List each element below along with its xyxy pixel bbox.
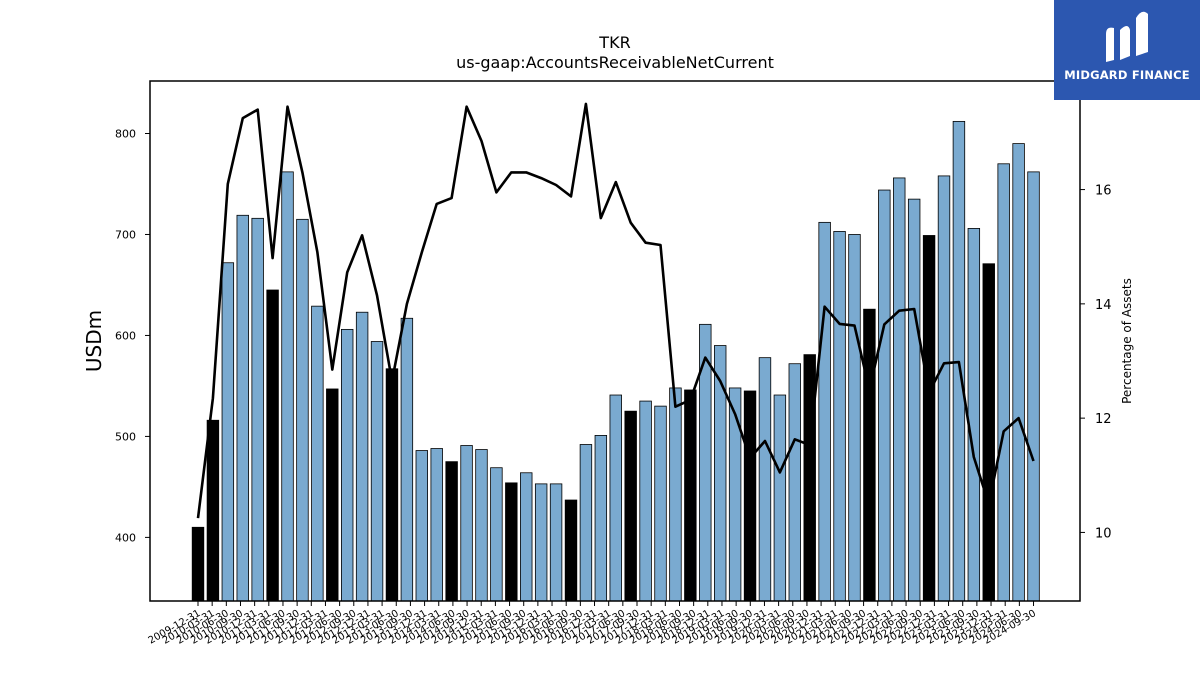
bar-2013-03-31 <box>385 368 399 602</box>
bar-2010-03-31 <box>206 419 220 602</box>
chart-subtitle: us-gaap:AccountsReceivableNetCurrent <box>456 53 774 72</box>
chart-title-block: TKR us-gaap:AccountsReceivableNetCurrent <box>150 33 1080 73</box>
right-axis: 10 12 14 16 <box>1080 184 1112 541</box>
bar-2023-06-30 <box>997 163 1010 602</box>
bar-2019-09-30 <box>773 394 787 602</box>
y2-tick-label: 14 <box>1095 298 1112 313</box>
bar-2018-03-31 <box>684 389 697 602</box>
bar-2021-12-31 <box>907 198 921 602</box>
bar-2018-12-31 <box>728 387 742 602</box>
bar-2013-09-30 <box>415 450 429 602</box>
bar-2022-03-31 <box>922 235 936 602</box>
bar-2014-12-31 <box>490 467 503 602</box>
left-axis: 400 500 600 700 800 <box>115 128 150 544</box>
logo-text: MIDGARD FINANCE <box>1064 68 1190 82</box>
bar-2023-12-31 <box>1027 171 1040 602</box>
bars-layer <box>191 120 1040 602</box>
bar-2016-03-31 <box>564 499 578 602</box>
bar-2012-06-30 <box>340 328 354 602</box>
bar-2011-06-30 <box>281 171 294 602</box>
bar-2020-06-30 <box>818 221 831 602</box>
bar-2019-06-30 <box>758 357 772 602</box>
bar-2010-09-30 <box>236 214 249 602</box>
bar-2014-09-30 <box>475 449 488 602</box>
bar-2014-03-31 <box>445 461 458 602</box>
bar-2012-03-31 <box>326 388 339 602</box>
y-tick-label: 700 <box>115 228 136 241</box>
bar-2015-06-30 <box>520 472 533 602</box>
line-layer <box>196 102 1035 519</box>
bar-2016-09-30 <box>594 435 608 602</box>
y-tick-label: 400 <box>115 531 136 544</box>
percentage-line <box>196 102 1035 519</box>
y2-tick-label: 10 <box>1095 526 1112 541</box>
y2-axis-label: Percentage of Assets <box>1120 278 1134 404</box>
bar-2012-12-31 <box>370 341 384 602</box>
bar-2013-12-31 <box>430 448 443 602</box>
plot-frame <box>149 80 1081 602</box>
bar-2016-12-31 <box>609 394 622 602</box>
bar-2009-12-31 <box>191 526 205 602</box>
y-tick-label: 500 <box>115 430 136 443</box>
bar-2010-06-30 <box>221 262 235 602</box>
bar-2017-12-31 <box>669 387 682 602</box>
bar-2011-12-31 <box>311 305 324 602</box>
bar-2010-12-31 <box>251 217 264 602</box>
bar-2020-03-31 <box>803 354 816 602</box>
x-axis: 2009-12-312010-03-312010-06-302010-09-30… <box>147 601 1038 647</box>
y-tick-label: 600 <box>115 329 136 342</box>
bar-2015-09-30 <box>534 483 548 602</box>
brand-logo: MIDGARD FINANCE <box>1054 0 1200 100</box>
bar-2023-09-30 <box>1012 143 1025 602</box>
bar-2021-03-31 <box>863 308 876 602</box>
bar-2019-12-31 <box>788 363 802 602</box>
bar-2020-12-31 <box>848 234 861 602</box>
bar-2017-09-30 <box>654 405 667 602</box>
bar-2015-03-31 <box>505 482 518 602</box>
bar-2016-06-30 <box>579 444 593 602</box>
bar-2023-03-31 <box>982 263 995 602</box>
bar-2017-03-31 <box>624 410 637 602</box>
bar-2020-09-30 <box>833 231 846 602</box>
bar-2014-06-30 <box>460 445 473 602</box>
bar-2017-06-30 <box>639 400 652 602</box>
y2-tick-label: 12 <box>1095 412 1112 427</box>
y2-tick-label: 16 <box>1095 184 1112 199</box>
bar-2022-06-30 <box>937 175 951 602</box>
y-axis-label: USDm <box>82 310 106 372</box>
bar-2021-06-30 <box>878 189 891 602</box>
bar-2021-09-30 <box>893 177 906 602</box>
chart-title: TKR <box>599 33 631 52</box>
bar-2011-03-31 <box>266 289 279 602</box>
y-tick-label: 800 <box>115 128 136 141</box>
bar-2015-12-31 <box>549 483 563 602</box>
bar-2019-03-31 <box>743 390 757 602</box>
logo-mark-icon <box>1106 11 1148 63</box>
bar-2013-06-30 <box>400 317 414 602</box>
bar-2022-12-31 <box>967 228 981 602</box>
bar-2012-09-30 <box>355 311 369 602</box>
bar-2011-09-30 <box>296 218 309 602</box>
